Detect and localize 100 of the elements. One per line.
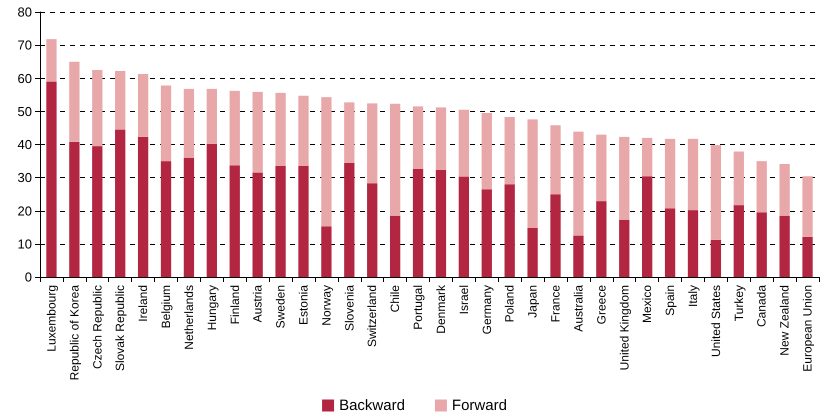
x-tick-label: Denmark	[434, 284, 448, 334]
bar	[550, 194, 561, 277]
bar	[321, 226, 332, 277]
bar	[390, 216, 400, 277]
x-tick-label: United Kingdom	[617, 285, 632, 370]
bar	[802, 236, 813, 277]
bar	[688, 138, 698, 210]
x-tick-label: Israel	[456, 285, 471, 314]
bar	[642, 176, 652, 277]
bar	[160, 86, 172, 162]
bar	[619, 220, 630, 277]
bar	[115, 70, 126, 130]
y-tick-label: 10	[18, 236, 32, 252]
bar	[46, 39, 57, 82]
x-tick-label: Sweden	[274, 285, 288, 328]
bar	[138, 74, 148, 137]
bar	[619, 136, 630, 220]
bar	[642, 138, 652, 176]
x-tick-label: Spain	[663, 285, 678, 316]
bar	[298, 96, 309, 166]
bar	[298, 166, 309, 277]
x-tick-label: Canada	[754, 284, 769, 328]
bar	[230, 90, 240, 166]
bar	[482, 190, 492, 277]
bar	[252, 92, 263, 173]
bar	[206, 144, 217, 277]
bar	[688, 210, 698, 277]
y-tick-label: 60	[18, 70, 32, 86]
x-tick-label: New Zealand	[778, 285, 792, 356]
x-tick-label: Poland	[502, 285, 517, 322]
x-tick-label: Switzerland	[365, 285, 380, 348]
bar	[573, 132, 584, 236]
x-tick-label: Luxembourg	[44, 285, 58, 352]
bar	[550, 125, 561, 194]
x-tick-label: Czech Republic	[90, 285, 104, 370]
bar	[527, 228, 538, 277]
bar	[596, 134, 606, 202]
bar	[458, 110, 470, 177]
bar	[344, 163, 354, 277]
x-tick-label: Italy	[686, 285, 700, 308]
bar	[321, 97, 332, 226]
bar	[779, 164, 790, 216]
x-tick-label: Turkey	[732, 285, 746, 322]
x-tick-label: Japan	[526, 285, 540, 318]
bar	[92, 70, 102, 146]
legend-label: Forward	[452, 397, 507, 414]
x-tick-label: Estonia	[296, 284, 310, 326]
bar	[184, 88, 194, 158]
bar	[184, 158, 194, 277]
legend-label: Backward	[339, 397, 405, 414]
bar	[92, 146, 102, 277]
x-tick-label: Germany	[480, 285, 494, 334]
bar	[367, 103, 378, 184]
bar	[436, 170, 446, 277]
bar	[367, 183, 378, 277]
y-tick-label: 40	[18, 137, 32, 152]
bar	[412, 169, 424, 277]
x-tick-label: Ireland	[136, 285, 150, 322]
y-tick-label: 50	[18, 104, 32, 119]
x-tick-label: Finland	[228, 285, 242, 324]
bar	[252, 172, 263, 277]
x-tick-label: Greece	[594, 284, 608, 324]
x-tick-label: Chile	[388, 284, 402, 312]
bar	[710, 240, 722, 277]
x-tick-label: Slovak Republic	[113, 285, 128, 372]
bar	[664, 138, 676, 208]
bar	[710, 145, 722, 240]
bar	[138, 136, 148, 277]
bar	[734, 205, 744, 277]
x-tick-label: Slovenia	[342, 284, 356, 332]
y-tick-label: 80	[18, 4, 32, 20]
bar	[458, 176, 470, 277]
bar	[160, 161, 172, 277]
bar	[46, 82, 57, 277]
x-tick-label: Norway	[319, 285, 334, 326]
bar	[596, 201, 606, 277]
bar	[756, 212, 767, 277]
bar	[573, 236, 584, 277]
x-tick-label: Republic of Korea	[67, 284, 82, 380]
bar	[275, 166, 286, 277]
bar	[779, 216, 790, 277]
x-tick-label: Belgium	[159, 285, 174, 328]
bar	[206, 88, 217, 144]
bar	[527, 119, 538, 228]
bar	[275, 92, 286, 166]
y-tick-label: 70	[18, 38, 32, 53]
y-tick-label: 0	[24, 270, 32, 284]
y-tick-label: 20	[18, 203, 32, 218]
bar	[734, 151, 744, 206]
y-tick-label: 30	[18, 170, 32, 186]
bar	[230, 165, 240, 277]
bar	[504, 184, 515, 277]
x-tick-label: European Union	[800, 285, 815, 372]
bar	[482, 113, 492, 190]
x-tick-label: Hungary	[204, 285, 219, 330]
x-tick-label: Netherlands	[182, 285, 196, 350]
x-tick-label: Australia	[571, 284, 586, 332]
bar	[412, 106, 424, 170]
x-tick-label: France	[548, 284, 563, 322]
bar	[69, 62, 80, 142]
